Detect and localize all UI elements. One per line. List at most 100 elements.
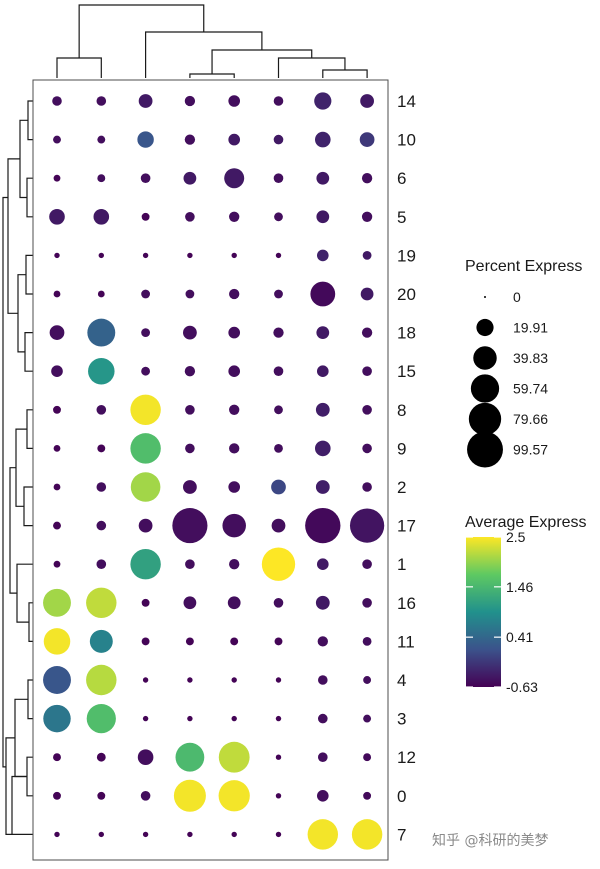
dot-row-0-col-3 (140, 791, 151, 801)
dot-row-16-col-4 (183, 596, 197, 610)
row-dendrogram-leaf-pair-1 (27, 100, 33, 141)
percent-legend-dot-2 (476, 318, 494, 337)
dot-row-15-col-4 (184, 366, 196, 377)
dot-row-8-col-1 (53, 405, 61, 414)
dot-row-19-col-8 (362, 251, 372, 260)
dot-row-20-col-4 (185, 289, 195, 299)
dot-row-16-col-5 (227, 596, 241, 610)
percent-legend-label-3: 39.83 (513, 350, 548, 366)
dot-row-9-col-8 (362, 443, 372, 454)
dot-row-12-col-8 (363, 753, 372, 762)
dot-row-12-col-4 (175, 742, 205, 772)
dot-row-16-col-7 (315, 595, 330, 610)
dot-row-1-col-1 (53, 560, 61, 568)
dot-row-9-col-4 (185, 443, 195, 454)
dot-row-1-col-6 (261, 547, 296, 581)
dot-row-7-col-6 (275, 831, 282, 838)
dot-row-2-col-4 (183, 480, 197, 494)
dot-row-7-col-4 (187, 831, 193, 838)
row-label-12: 12 (397, 748, 416, 767)
dot-row-14-col-4 (184, 95, 196, 107)
dot-row-3-col-7 (318, 713, 328, 724)
row-labels: 14 10 6 5 19 20 18 15 8 9 2 17 1 16 11 4 3 12 0 7 (397, 92, 416, 844)
dot-row-18-col-5 (228, 326, 241, 339)
dot-row-5-col-8 (361, 211, 373, 222)
dot-row-16-col-8 (362, 598, 372, 608)
row-dendrogram-leaf-pair-2 (26, 177, 33, 218)
row-label-11: 11 (397, 632, 415, 651)
dot-row-18-col-1 (49, 325, 65, 340)
dot-row-2-col-8 (362, 482, 372, 492)
dot-row-0-col-2 (97, 791, 106, 800)
dot-row-0-col-5 (218, 780, 250, 812)
row-label-2: 2 (397, 478, 406, 497)
dot-row-3-col-3 (142, 715, 149, 722)
column-dendrogram-branch-5 (211, 49, 313, 74)
row-dendrogram-leaf-pair-5 (26, 409, 33, 449)
percent-legend-dot-1 (484, 296, 486, 298)
dot-row-2-col-5 (228, 481, 241, 493)
dot-row-3-col-1 (43, 704, 71, 733)
dot-row-0-col-4 (173, 779, 206, 812)
dot-row-11-col-1 (43, 628, 71, 655)
dot-row-10-col-8 (359, 132, 375, 147)
dot-row-15-col-8 (362, 366, 372, 377)
dot-row-1-col-8 (362, 559, 372, 569)
dot-row-2-col-2 (96, 482, 107, 492)
dot-row-17-col-6 (271, 518, 286, 533)
percent-legend-dot-3 (473, 346, 497, 370)
row-dendrogram-branch-5 (14, 698, 28, 778)
row-dendrogram-leaf-pair-3 (25, 254, 33, 295)
row-dendrogram-leaf-pair-9 (26, 756, 33, 797)
percent-legend-title: Percent Express (465, 258, 582, 275)
dot-row-20-col-1 (53, 290, 61, 298)
average-legend-title: Average Express (465, 514, 587, 531)
dot-row-12-col-7 (318, 752, 328, 762)
dot-row-9-col-1 (53, 445, 61, 452)
dot-row-4-col-1 (43, 666, 71, 694)
plot-panel (32, 79, 389, 861)
dot-row-3-col-8 (363, 714, 372, 723)
dot-row-11-col-2 (89, 629, 113, 653)
row-dendrogram (2, 100, 33, 836)
row-label-1: 1 (397, 555, 406, 574)
row-label-3: 3 (397, 710, 406, 729)
row-dendrogram-branch-6 (11, 775, 33, 836)
row-label-5: 5 (397, 208, 406, 227)
dot-row-10-col-3 (137, 131, 154, 148)
row-label-0: 0 (397, 787, 406, 806)
average-legend: Average Express 2.5 1.46 0.41 -0.63 (465, 514, 587, 695)
dot-row-7-col-8 (351, 819, 383, 850)
dot-row-5-col-1 (49, 209, 65, 225)
row-dendrogram-leaf-pair-4 (24, 332, 33, 372)
dot-row-7-col-3 (142, 831, 149, 838)
dot-row-11-col-7 (317, 636, 328, 647)
dot-row-6-col-5 (224, 168, 245, 189)
dot-row-6-col-8 (361, 173, 373, 184)
dot-row-18-col-6 (273, 327, 284, 338)
row-label-16: 16 (397, 594, 416, 613)
dot-row-14-col-1 (52, 96, 62, 106)
percent-legend: Percent Express 0 19.91 39.83 59.74 79.66 99.… (465, 258, 582, 468)
dot-row-20-col-5 (229, 288, 240, 300)
dot-row-14-col-2 (96, 96, 107, 106)
dot-row-9-col-7 (315, 440, 331, 457)
dot-row-10-col-2 (97, 135, 106, 144)
row-dendrogram-branch-middle (9, 467, 17, 594)
colorbar-label-2: 1.46 (506, 579, 533, 595)
dot-row-10-col-5 (228, 133, 241, 146)
row-dendrogram-leaf-pair-6 (23, 486, 33, 527)
dot-row-6-col-3 (140, 173, 151, 183)
percent-legend-label-5: 79.66 (513, 411, 548, 427)
dot-row-11-col-8 (362, 637, 372, 646)
dot-row-1-col-4 (185, 559, 195, 569)
dot-row-5-col-7 (316, 210, 330, 224)
dot-row-12-col-1 (53, 753, 61, 762)
percent-legend-label-4: 59.74 (513, 381, 548, 397)
dot-row-9-col-5 (229, 443, 240, 454)
dot-row-12-col-2 (96, 752, 106, 762)
dot-row-1-col-5 (229, 559, 240, 570)
column-dendrogram-branch-7 (78, 4, 205, 58)
